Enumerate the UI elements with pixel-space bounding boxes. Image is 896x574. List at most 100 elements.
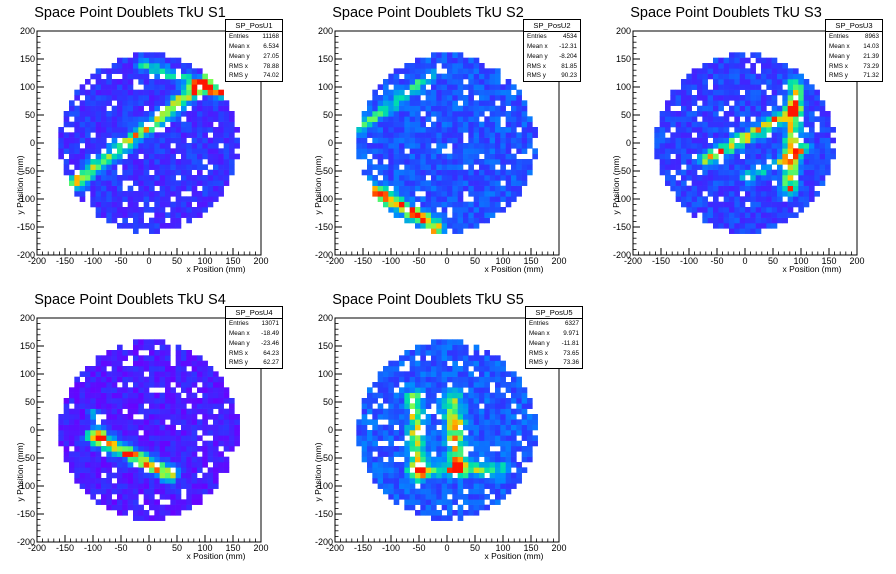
histogram-bin xyxy=(218,132,224,138)
histogram-bin xyxy=(122,111,128,117)
histogram-bin xyxy=(202,84,208,90)
histogram-bin xyxy=(372,382,378,388)
histogram-bin xyxy=(95,180,102,186)
histogram-bin xyxy=(207,387,214,393)
histogram-bin xyxy=(133,196,139,202)
histogram-bin xyxy=(484,494,490,500)
histogram-bin xyxy=(729,217,735,224)
histogram-bin xyxy=(399,424,405,431)
histogram-bin xyxy=(154,355,160,361)
histogram-bin xyxy=(452,116,458,122)
histogram-bin xyxy=(95,435,102,441)
histogram-bin xyxy=(734,132,740,138)
histogram-bin xyxy=(85,488,91,495)
histogram-bin xyxy=(175,478,182,484)
histogram-bin xyxy=(452,217,458,224)
histogram-bin xyxy=(213,483,219,489)
histogram-bin xyxy=(149,137,155,144)
histogram-bin xyxy=(377,121,384,128)
histogram-bin xyxy=(101,360,107,367)
stats-row-mean-x: Mean x -12.31 xyxy=(527,43,577,51)
histogram-bin xyxy=(117,366,123,372)
histogram-bin xyxy=(138,360,144,367)
histogram-bin xyxy=(479,212,485,218)
histogram-bin xyxy=(154,52,160,58)
histogram-bin xyxy=(761,111,767,117)
histogram-bin xyxy=(702,105,708,112)
histogram-bin xyxy=(473,344,480,351)
histogram-bin xyxy=(473,180,480,186)
histogram-bin xyxy=(74,451,80,457)
histogram-bin xyxy=(138,175,144,181)
histogram-bin xyxy=(138,164,144,170)
histogram-bin xyxy=(415,89,421,96)
histogram-bin xyxy=(101,180,107,186)
histogram-bin xyxy=(143,360,150,367)
histogram-bin xyxy=(441,127,448,133)
histogram-bin xyxy=(415,467,421,473)
histogram-bin xyxy=(372,435,378,441)
histogram-bin xyxy=(85,467,91,473)
histogram-bin xyxy=(489,164,496,170)
histogram-bin xyxy=(793,121,799,128)
histogram-bin xyxy=(723,84,730,90)
histogram-bin xyxy=(409,212,416,218)
histogram-bin xyxy=(745,95,751,101)
histogram-bin xyxy=(186,63,192,69)
histogram-bin xyxy=(761,212,767,218)
histogram-bin xyxy=(111,89,118,96)
histogram-bin xyxy=(473,478,480,484)
histogram-bin xyxy=(191,430,198,436)
y-tick-label: 100 xyxy=(318,369,333,379)
histogram-bin xyxy=(447,180,453,186)
histogram-bin xyxy=(393,435,400,441)
histogram-bin xyxy=(101,483,107,489)
histogram-bin xyxy=(202,137,208,144)
histogram-bin xyxy=(79,414,86,420)
histogram-bin xyxy=(825,153,831,160)
histogram-bin xyxy=(127,201,134,208)
histogram-bin xyxy=(165,79,171,85)
histogram-bin xyxy=(170,180,176,186)
histogram-bin xyxy=(457,382,464,388)
histogram-bin xyxy=(463,201,469,208)
histogram-bin xyxy=(484,68,490,74)
histogram-bin xyxy=(521,159,528,165)
histogram-bin xyxy=(489,207,496,213)
histogram-bin xyxy=(798,105,804,112)
histogram-bin xyxy=(452,451,458,457)
histogram-bin xyxy=(101,392,107,399)
histogram-bin xyxy=(527,440,533,447)
histogram-bin xyxy=(691,180,698,186)
histogram-bin xyxy=(377,403,384,409)
histogram-bin xyxy=(814,116,820,122)
histogram-bin xyxy=(511,100,517,106)
histogram-bin xyxy=(415,63,421,69)
histogram-bin xyxy=(723,143,730,149)
histogram-bin xyxy=(511,371,517,377)
histogram-bin xyxy=(447,169,453,176)
histogram-bin xyxy=(111,488,118,495)
histogram-bin xyxy=(495,169,501,176)
histogram-bin xyxy=(489,483,496,489)
histogram-bin xyxy=(691,143,698,149)
histogram-bin xyxy=(707,169,714,176)
histogram-bin xyxy=(409,499,416,505)
histogram-bin xyxy=(106,387,112,393)
histogram-bin xyxy=(505,387,512,393)
histogram-bin xyxy=(777,116,783,122)
histogram-bin xyxy=(372,164,378,170)
histogram-bin xyxy=(170,169,176,176)
histogram-bin xyxy=(117,483,123,489)
histogram-bin xyxy=(138,191,144,197)
histogram-bin xyxy=(191,472,198,479)
histogram-bin xyxy=(409,350,416,356)
histogram-bin xyxy=(420,137,426,144)
histogram-bin xyxy=(69,398,75,404)
histogram-bin xyxy=(825,121,831,128)
histogram-bin xyxy=(181,89,187,96)
histogram-bin xyxy=(186,185,192,192)
histogram-bin xyxy=(484,446,490,452)
histogram-bin xyxy=(404,169,410,176)
histogram-bin xyxy=(159,398,166,404)
